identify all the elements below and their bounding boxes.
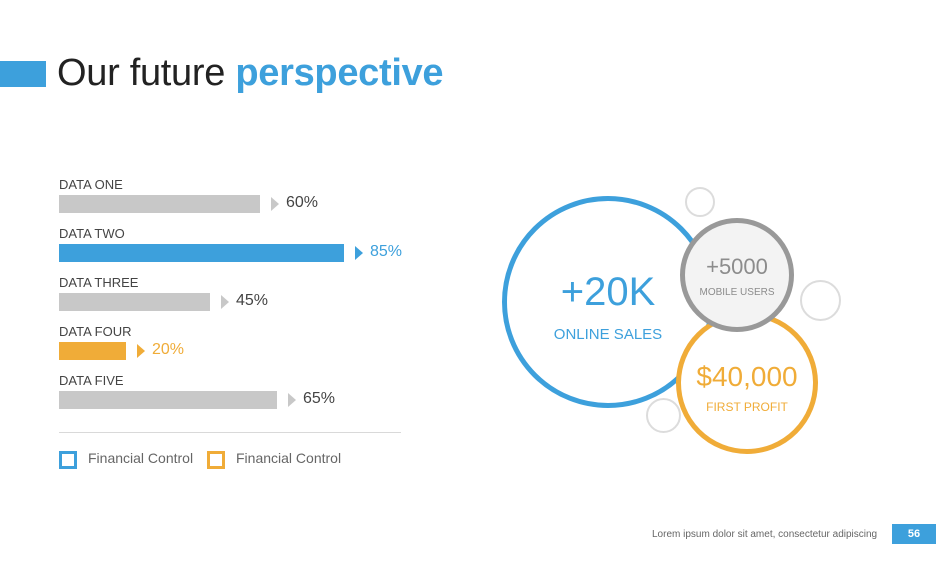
bar — [59, 195, 260, 213]
bar-label: DATA TWO — [59, 226, 125, 241]
decor-circle-top — [685, 187, 715, 217]
bar-label: DATA THREE — [59, 275, 139, 290]
decor-circle-bottom — [646, 398, 681, 433]
footer-text: Lorem ipsum dolor sit amet, consectetur … — [652, 529, 878, 540]
bar-value-label: 60% — [286, 194, 319, 211]
bar-pointer-icon — [288, 393, 296, 407]
bar-value-label: 20% — [152, 341, 185, 358]
legend-label: Financial Control — [88, 450, 194, 466]
legend-label: Financial Control — [236, 450, 342, 466]
bar-pointer-icon — [221, 295, 229, 309]
online-sales-value: +20K — [560, 270, 656, 314]
page-title: Our future perspective — [57, 52, 444, 95]
first-profit-value: $40,000 — [696, 361, 798, 392]
bar-pointer-icon — [355, 246, 363, 260]
legend-swatch — [207, 451, 225, 469]
legend-divider — [59, 432, 401, 433]
bar-pointer-icon — [271, 197, 279, 211]
bar-label: DATA FIVE — [59, 373, 124, 388]
bar — [59, 244, 344, 262]
bar-value-label: 45% — [236, 292, 269, 309]
bar-value-label: 65% — [303, 390, 336, 407]
mobile-users-value: +5000 — [706, 254, 768, 279]
online-sales-label: ONLINE SALES — [553, 326, 663, 343]
bar-value-label: 85% — [370, 243, 403, 260]
title-accent-bar — [0, 61, 46, 87]
bar-label: DATA ONE — [59, 177, 123, 192]
title-accent: perspective — [235, 52, 444, 94]
mobile-users-circle — [680, 218, 794, 332]
bar — [59, 293, 210, 311]
legend-swatch — [59, 451, 77, 469]
bar — [59, 391, 277, 409]
decor-circle-right — [800, 280, 841, 321]
first-profit-label: FIRST PROFIT — [706, 400, 788, 414]
first-profit-circle — [676, 312, 818, 454]
bar-pointer-icon — [137, 344, 145, 358]
bar-label: DATA FOUR — [59, 324, 132, 339]
title-main: Our future — [57, 52, 236, 94]
bar — [59, 342, 126, 360]
mobile-users-label: MOBILE USERS — [699, 287, 775, 298]
page-number: 56 — [892, 524, 936, 544]
